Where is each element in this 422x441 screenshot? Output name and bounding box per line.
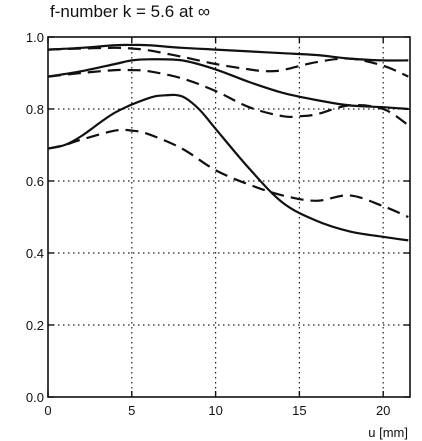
gridlines [48,37,410,397]
x-tick-label: 5 [128,403,135,418]
y-tick-label: 0.4 [26,246,44,261]
y-tick-label: 0.8 [26,102,44,117]
x-tick-label: 15 [292,403,306,418]
series-line-solid [47,93,409,242]
series-line-dashed [47,46,409,78]
tick-labels: 0 5 10 15 20 0.0 0.2 0.4 0.6 0.8 1.0 [26,30,390,418]
axis-ticks [47,36,410,398]
y-tick-label: 0.0 [26,390,44,405]
x-tick-label: 10 [208,403,222,418]
plot-frame [47,36,411,398]
x-tick-label: 20 [376,403,390,418]
y-tick-label: 1.0 [26,30,44,45]
y-tick-label: 0.6 [26,174,44,189]
x-axis-label: u [mm] [368,425,408,440]
series-lines [47,43,409,242]
x-tick-label: 0 [44,403,51,418]
y-tick-label: 0.2 [26,318,44,333]
chart-title: f-number k = 5.6 at ∞ [50,2,210,21]
series-line-dashed [47,68,409,127]
